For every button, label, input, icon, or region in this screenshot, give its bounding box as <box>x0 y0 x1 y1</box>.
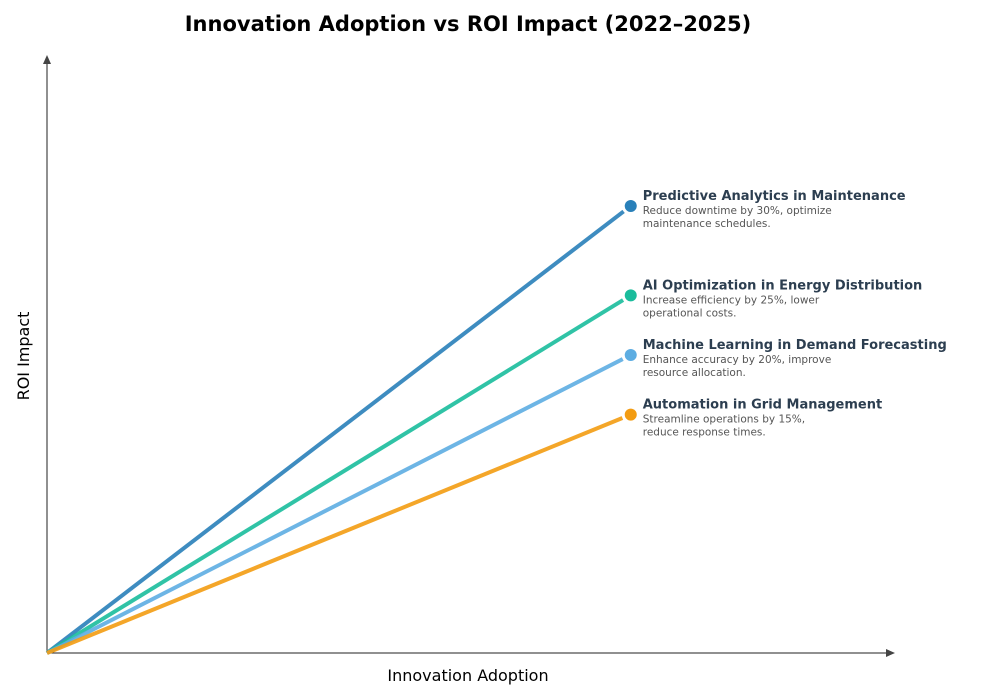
series-endpoint-marker-1 <box>624 200 637 212</box>
series-description-2: operational costs. <box>643 307 737 319</box>
y-axis-label: ROI Impact <box>14 312 33 401</box>
x-axis-label: Innovation Adoption <box>387 666 548 685</box>
series-line-1 <box>45 209 625 655</box>
series-line-4 <box>46 416 624 655</box>
series-label-4: Automation in Grid Management <box>643 398 882 413</box>
series-endpoint-marker-2 <box>624 289 637 302</box>
series-line-3 <box>46 357 624 655</box>
series-description-2: Increase efficiency by 25%, lower <box>643 294 820 306</box>
series-description-4: Streamline operations by 15%, <box>643 414 805 426</box>
series-label-1: Predictive Analytics in Maintenance <box>643 189 906 204</box>
chart-title: Innovation Adoption vs ROI Impact (2022–… <box>185 12 752 36</box>
series-description-3: Enhance accuracy by 20%, improve <box>643 354 832 366</box>
series-endpoint-marker-4 <box>624 408 637 421</box>
x-axis-arrow-icon <box>886 649 895 657</box>
series-group: Predictive Analytics in MaintenanceReduc… <box>45 189 947 655</box>
series-description-1: Reduce downtime by 30%, optimize <box>643 205 832 217</box>
series-label-3: Machine Learning in Demand Forecasting <box>643 338 947 353</box>
series-line-2 <box>45 298 625 655</box>
series-description-4: reduce response times. <box>643 427 766 439</box>
series-description-1: maintenance schedules. <box>643 218 771 230</box>
axes <box>43 55 895 657</box>
y-axis-arrow-icon <box>43 55 51 64</box>
series-label-2: AI Optimization in Energy Distribution <box>643 278 923 293</box>
series-endpoint-marker-3 <box>624 349 637 361</box>
series-description-3: resource allocation. <box>643 367 746 379</box>
